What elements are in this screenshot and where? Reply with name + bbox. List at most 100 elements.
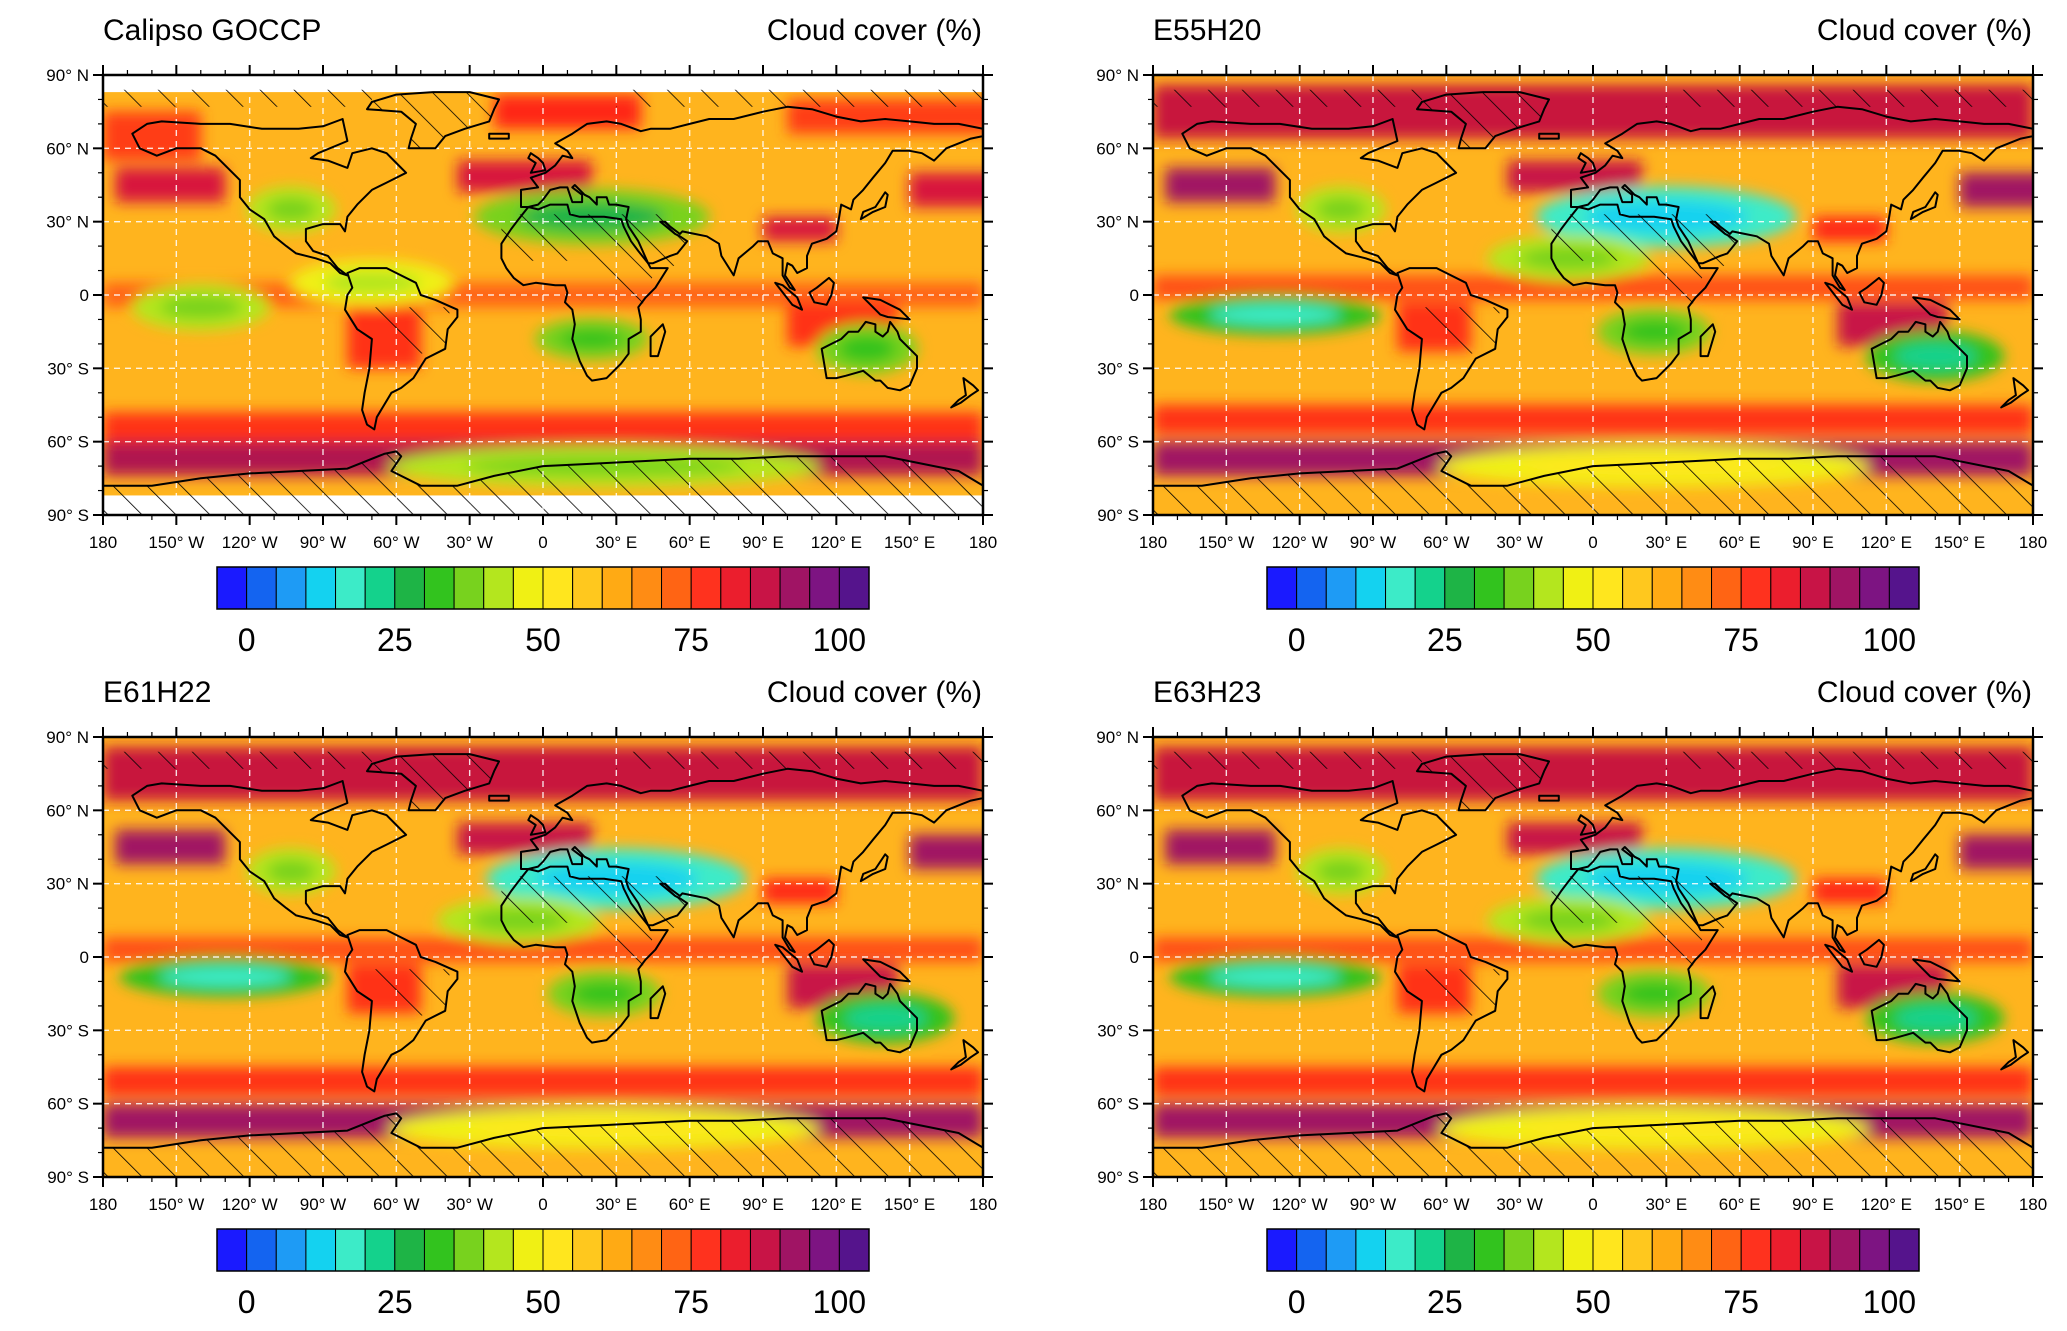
colorbar: 0 25 50 75 100 bbox=[1266, 1228, 1920, 1320]
colorbar-swatch bbox=[572, 566, 603, 610]
low-cloud-core bbox=[1894, 1005, 1976, 1032]
panel-title: E63H23 bbox=[1153, 676, 1262, 709]
colorbar-swatch bbox=[809, 1228, 840, 1272]
coastline-madagascar bbox=[649, 985, 667, 1020]
coastline-eurasia bbox=[1570, 767, 2033, 954]
colorbar-swatch bbox=[809, 566, 840, 610]
lat-tick-label: 90° N bbox=[1096, 728, 1139, 747]
colorbar-swatch bbox=[1651, 1228, 1683, 1272]
colorbar-swatch bbox=[216, 566, 248, 610]
colorbar-label: 0 bbox=[238, 1284, 256, 1320]
colorbar-label: 75 bbox=[673, 622, 709, 658]
colorbar-swatch bbox=[601, 566, 633, 610]
colorbar-swatch bbox=[1711, 566, 1742, 610]
low-cloud-core bbox=[1316, 860, 1366, 883]
colorbar-swatch bbox=[423, 566, 455, 610]
lon-tick-label: 90° W bbox=[300, 533, 346, 552]
colorbar-swatch bbox=[216, 1228, 248, 1272]
colorbar-swatch bbox=[1385, 1228, 1416, 1272]
lat-tick-label: 60° S bbox=[47, 1095, 89, 1114]
lat-tick-label: 60° N bbox=[1096, 139, 1139, 158]
colorbar-swatch bbox=[1414, 566, 1446, 610]
coastline-australia bbox=[1870, 982, 1968, 1054]
coastline-eurasia bbox=[520, 105, 983, 292]
coastline-sa bbox=[344, 929, 459, 1093]
coastline-borneo bbox=[1858, 276, 1885, 306]
lon-tick-label: 30° E bbox=[1645, 533, 1687, 552]
colorbar-swatch bbox=[690, 1228, 722, 1272]
lon-tick-label: 180 bbox=[969, 533, 997, 552]
colorbar-swatch bbox=[1592, 566, 1624, 610]
lat-tick-label: 30° N bbox=[1096, 875, 1139, 894]
significance-hatching bbox=[1666, 89, 2033, 107]
colorbar-swatch bbox=[335, 1228, 366, 1272]
colorbar-label: 50 bbox=[1575, 1284, 1611, 1320]
coastline-japan bbox=[859, 191, 889, 221]
colorbar-swatch bbox=[1681, 566, 1713, 610]
coastline-borneo bbox=[1858, 938, 1885, 968]
significance-hatching bbox=[1666, 751, 2033, 769]
colorbar-swatch bbox=[838, 566, 870, 610]
significance-hatching bbox=[371, 307, 451, 357]
lon-tick-label: 0 bbox=[1588, 533, 1597, 552]
units-label: Cloud cover (%) bbox=[766, 676, 982, 709]
lon-tick-label: 150° E bbox=[1934, 533, 1985, 552]
colorbar-swatch bbox=[1740, 566, 1772, 610]
coastline-antarctica bbox=[1153, 1112, 2033, 1177]
lat-tick-label: 60° S bbox=[1097, 1095, 1139, 1114]
colorbar-swatch bbox=[1473, 566, 1505, 610]
colorbar-swatch bbox=[631, 566, 663, 610]
low-cloud-core bbox=[266, 198, 316, 221]
lon-tick-label: 120° W bbox=[1272, 1195, 1328, 1214]
lon-tick-label: 120° E bbox=[1861, 533, 1912, 552]
colorbar-frame bbox=[1266, 566, 1920, 610]
coastline-sumatra bbox=[774, 281, 804, 311]
colorbar-swatch bbox=[364, 566, 396, 610]
lon-tick-label: 120° W bbox=[1272, 533, 1328, 552]
lat-tick-label: 30° S bbox=[1097, 359, 1139, 378]
colorbar-swatch bbox=[394, 566, 425, 610]
colorbar-swatch bbox=[1770, 566, 1801, 610]
significance-hatching bbox=[1421, 307, 1501, 357]
lat-tick-label: 90° S bbox=[1097, 1168, 1139, 1187]
lat-tick-label: 0 bbox=[1130, 948, 1139, 967]
coastline-iceland bbox=[1538, 794, 1560, 802]
cloud-cover-field bbox=[103, 737, 983, 1177]
colorbar-swatch bbox=[246, 1228, 277, 1272]
significance-hatching bbox=[501, 214, 685, 310]
lon-tick-label: 0 bbox=[538, 533, 547, 552]
significance-hatching bbox=[1421, 969, 1501, 1019]
lon-tick-label: 150° E bbox=[884, 533, 935, 552]
coastline-antarctica bbox=[1153, 450, 2033, 515]
coastline-australia bbox=[1870, 320, 1968, 392]
colorbar-swatch bbox=[1711, 1228, 1742, 1272]
coastline-borneo bbox=[808, 276, 835, 306]
colorbar-swatch bbox=[512, 566, 544, 610]
colorbar-swatch bbox=[1888, 1228, 1920, 1272]
colorbar-swatch bbox=[749, 566, 781, 610]
colorbar-swatch bbox=[483, 566, 514, 610]
colorbar-swatch bbox=[275, 566, 307, 610]
coastline-sa bbox=[1394, 929, 1509, 1093]
high-cloud-band bbox=[909, 172, 983, 207]
colorbar-swatch bbox=[1681, 1228, 1713, 1272]
lat-tick-label: 30° N bbox=[46, 875, 89, 894]
colorbar-swatch bbox=[1503, 1228, 1535, 1272]
lon-tick-label: 120° E bbox=[811, 533, 862, 552]
lon-tick-label: 30° W bbox=[1496, 533, 1542, 552]
lon-tick-label: 180 bbox=[1139, 1195, 1167, 1214]
colorbar-swatch bbox=[1799, 1228, 1831, 1272]
lon-tick-label: 150° W bbox=[1198, 1195, 1254, 1214]
colorbar-label: 75 bbox=[1723, 1284, 1759, 1320]
coastline-eurasia bbox=[520, 767, 983, 954]
coastline-africa bbox=[1550, 203, 1719, 382]
colorbar-frame bbox=[216, 1228, 870, 1272]
lat-tick-label: 60° N bbox=[1096, 801, 1139, 820]
lat-tick-label: 90° N bbox=[46, 728, 89, 747]
lon-tick-label: 90° E bbox=[742, 1195, 784, 1214]
significance-hatching bbox=[371, 969, 451, 1019]
lon-tick-label: 180 bbox=[89, 1195, 117, 1214]
lon-tick-label: 150° E bbox=[884, 1195, 935, 1214]
